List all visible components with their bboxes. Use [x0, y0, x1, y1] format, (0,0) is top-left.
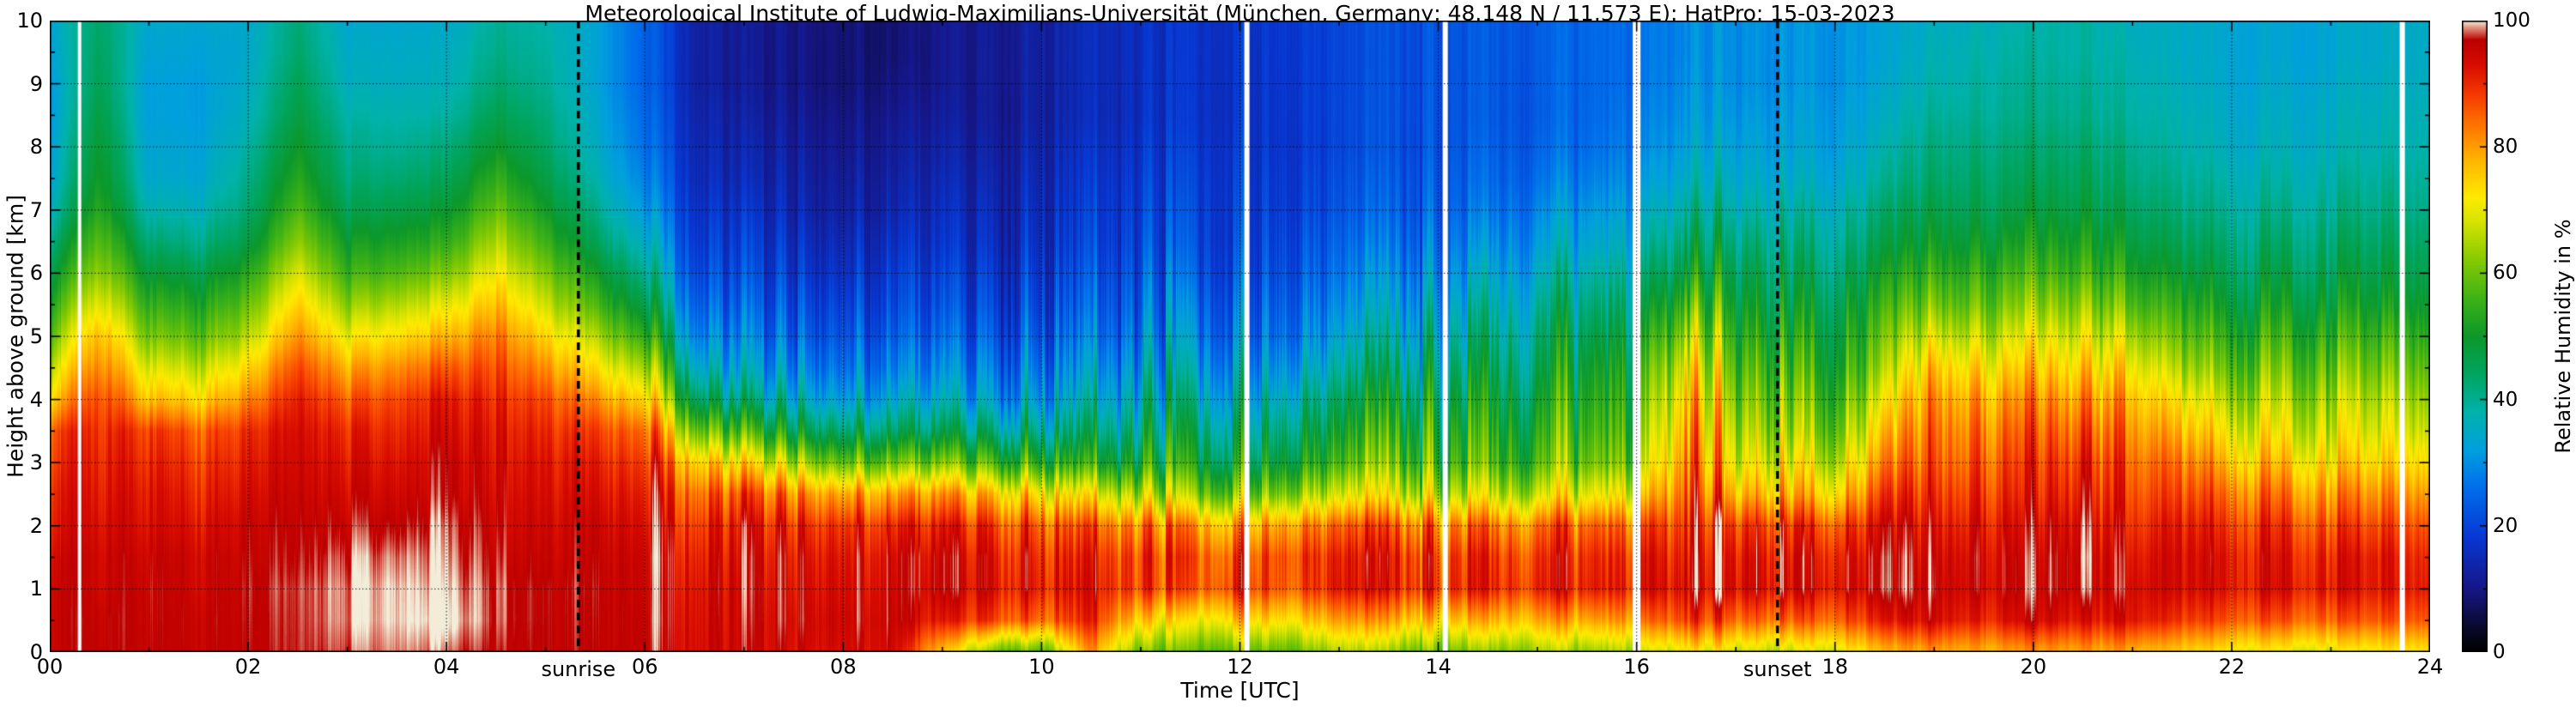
- x-tick-label: 18: [1821, 655, 1849, 679]
- y-tick-label: 1: [29, 577, 43, 601]
- y-tick-label: 3: [29, 450, 43, 475]
- colorbar-tick-label: 0: [2493, 641, 2506, 663]
- y-tick-label: 10: [16, 9, 43, 33]
- x-tick-label: 20: [2020, 655, 2047, 679]
- x-tick-label: 08: [830, 655, 857, 679]
- x-tick-label: 16: [1623, 655, 1650, 679]
- y-tick-label: 7: [29, 197, 43, 222]
- sunset-label: sunset: [1743, 657, 1812, 681]
- colorbar: [2462, 21, 2488, 652]
- y-tick-label: 4: [29, 387, 43, 412]
- x-tick-label: 14: [1425, 655, 1452, 679]
- colorbar-tick-label: 80: [2493, 136, 2518, 159]
- y-tick-label: 0: [29, 640, 43, 664]
- x-tick-label: 06: [631, 655, 658, 679]
- colorbar-tick-label: 40: [2493, 388, 2518, 411]
- x-tick-label: 12: [1227, 655, 1253, 679]
- y-tick-label: 6: [29, 261, 43, 286]
- sunrise-label: sunrise: [541, 657, 616, 681]
- x-tick-label: 24: [2416, 655, 2444, 679]
- colorbar-tick-label: 20: [2493, 514, 2518, 537]
- heatmap-plot: [50, 21, 2430, 652]
- x-tick-label: 10: [1028, 655, 1055, 679]
- x-tick-label: 00: [36, 655, 64, 679]
- colorbar-tick-label: 100: [2493, 9, 2531, 32]
- y-tick-label: 9: [29, 71, 43, 96]
- x-tick-label: 02: [234, 655, 262, 679]
- y-tick-label: 2: [29, 513, 43, 538]
- colorbar-tick-label: 60: [2493, 262, 2518, 285]
- y-tick-label: 5: [29, 324, 43, 348]
- x-tick-label: 04: [433, 655, 460, 679]
- colorbar-label: Relative Humidity in %: [2551, 219, 2575, 454]
- x-axis-label: Time [UTC]: [1180, 678, 1300, 703]
- y-tick-label: 8: [29, 135, 43, 160]
- x-tick-label: 22: [2218, 655, 2246, 679]
